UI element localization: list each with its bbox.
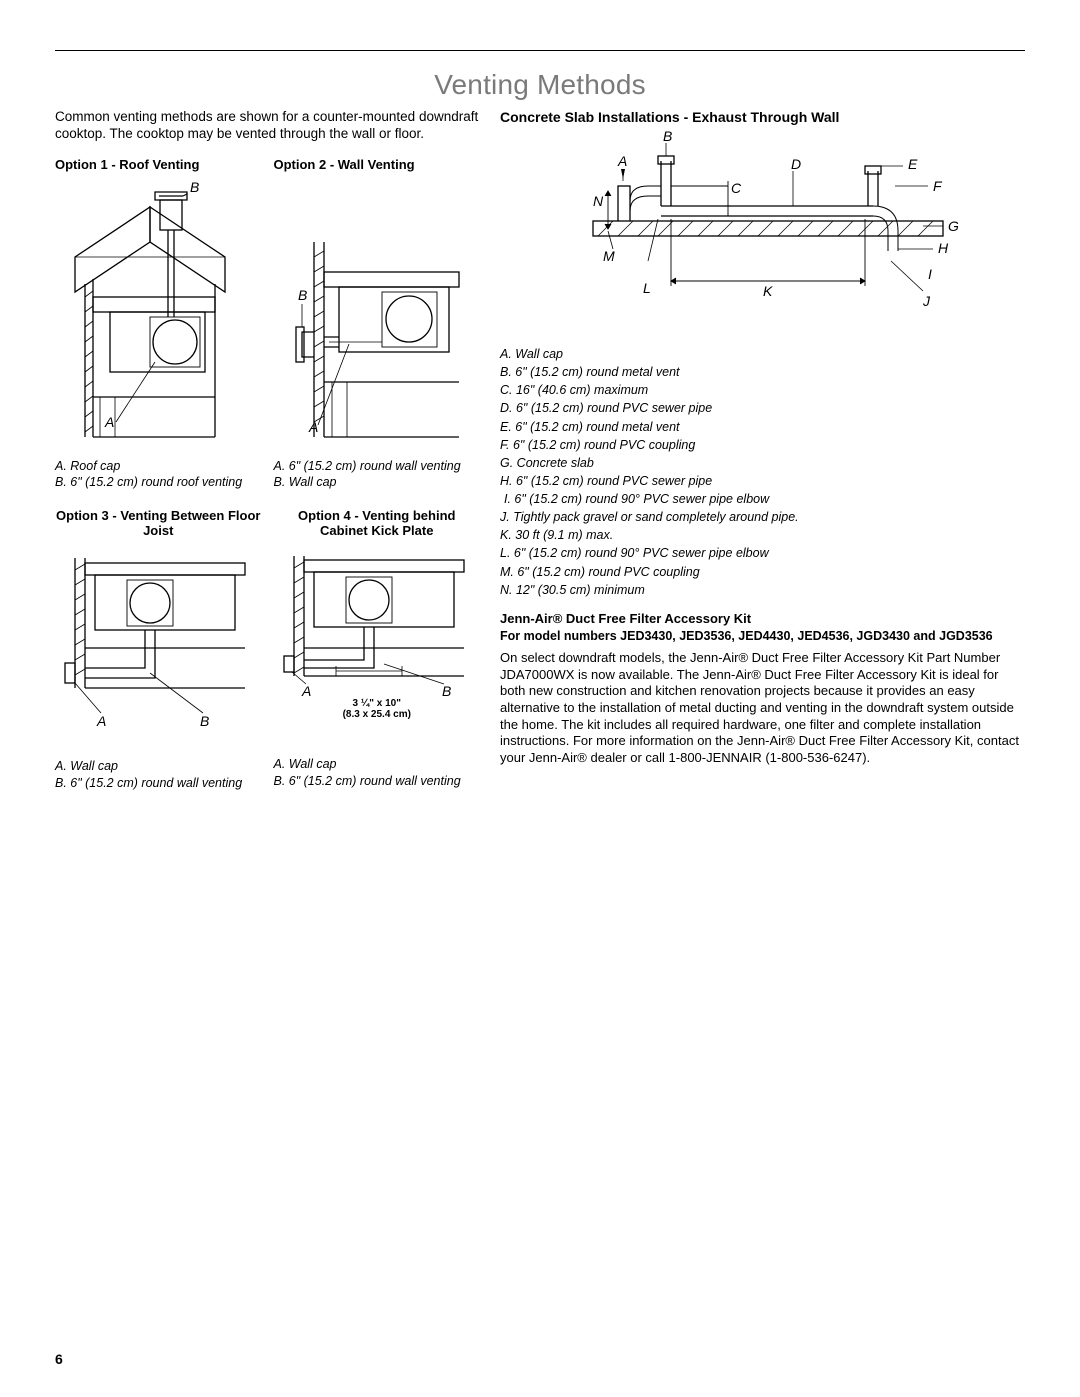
svg-text:K: K xyxy=(763,283,773,299)
concrete-legend-k: K. 30 ft (9.1 m) max. xyxy=(500,526,1025,544)
option3-diagram: A B xyxy=(55,548,255,728)
concrete-legend-b: B. 6" (15.2 cm) round metal vent xyxy=(500,363,1025,381)
svg-text:A: A xyxy=(96,713,106,728)
ductfree-sub: For model numbers JED3430, JED3536, JED4… xyxy=(500,628,1025,644)
option4-legend-b: B. 6" (15.2 cm) round wall venting xyxy=(274,773,481,789)
svg-text:A: A xyxy=(308,419,318,435)
concrete-legend-h: H. 6" (15.2 cm) round PVC sewer pipe xyxy=(500,472,1025,490)
option2-title: Option 2 - Wall Venting xyxy=(274,157,481,172)
option1-legend: A. Roof cap B. 6" (15.2 cm) round roof v… xyxy=(55,458,262,491)
right-column: Concrete Slab Installations - Exhaust Th… xyxy=(500,109,1025,809)
svg-text:C: C xyxy=(731,180,742,196)
svg-text:B: B xyxy=(442,683,451,698)
svg-text:B: B xyxy=(663,131,672,144)
page-number: 6 xyxy=(55,1351,63,1367)
option4-legend-a: A. Wall cap xyxy=(274,756,481,772)
svg-text:E: E xyxy=(908,156,918,172)
option3-cell: Option 3 - Venting Between Floor Joist xyxy=(55,508,262,791)
svg-text:B: B xyxy=(190,182,199,195)
svg-text:B: B xyxy=(200,713,209,728)
concrete-legend-e: E. 6" (15.2 cm) round metal vent xyxy=(500,418,1025,436)
concrete-diagram: A B C D E F G H I J K L M N xyxy=(563,131,963,341)
option1-legend-a: A. Roof cap xyxy=(55,458,262,474)
ductfree-body: On select downdraft models, the Jenn-Air… xyxy=(500,650,1025,766)
svg-text:G: G xyxy=(948,218,959,234)
option1-legend-b: B. 6" (15.2 cm) round roof venting xyxy=(55,474,262,490)
concrete-legend-l: L. 6" (15.2 cm) round 90° PVC sewer pipe… xyxy=(500,544,1025,562)
svg-text:A: A xyxy=(617,153,627,169)
option4-cell: Option 4 - Venting behind Cabinet Kick P… xyxy=(274,508,481,791)
svg-text:H: H xyxy=(938,240,949,256)
concrete-legend-d: D. 6" (15.2 cm) round PVC sewer pipe xyxy=(500,399,1025,417)
concrete-legend-c: C. 16" (40.6 cm) maximum xyxy=(500,381,1025,399)
option3-title: Option 3 - Venting Between Floor Joist xyxy=(55,508,262,538)
option3-legend-a: A. Wall cap xyxy=(55,758,262,774)
option4-dim-label: 3 ¼" x 10" (8.3 x 25.4 cm) xyxy=(274,698,481,720)
concrete-heading: Concrete Slab Installations - Exhaust Th… xyxy=(500,109,1025,125)
option2-diagram: B A xyxy=(274,182,469,452)
svg-text:A: A xyxy=(301,683,311,698)
svg-text:D: D xyxy=(791,156,801,172)
concrete-legend-g: G. Concrete slab xyxy=(500,454,1025,472)
options-row-2: Option 3 - Venting Between Floor Joist xyxy=(55,508,480,791)
svg-text:L: L xyxy=(643,280,651,296)
svg-text:A: A xyxy=(104,414,114,430)
option4-title: Option 4 - Venting behind Cabinet Kick P… xyxy=(274,508,481,538)
ductfree-heading: Jenn-Air® Duct Free Filter Accessory Kit xyxy=(500,611,1025,626)
concrete-legend: A. Wall cap B. 6" (15.2 cm) round metal … xyxy=(500,345,1025,599)
svg-text:I: I xyxy=(928,266,932,282)
svg-text:N: N xyxy=(593,193,604,209)
concrete-legend-j: J. Tightly pack gravel or sand completel… xyxy=(500,508,1025,526)
option2-cell: Option 2 - Wall Venting xyxy=(274,157,481,491)
concrete-legend-n: N. 12" (30.5 cm) minimum xyxy=(500,581,1025,599)
option2-legend: A. 6" (15.2 cm) round wall venting B. Wa… xyxy=(274,458,481,491)
concrete-legend-m: M. 6" (15.2 cm) round PVC coupling xyxy=(500,563,1025,581)
svg-text:M: M xyxy=(603,248,615,264)
two-column-layout: Common venting methods are shown for a c… xyxy=(55,109,1025,809)
option1-cell: Option 1 - Roof Venting xyxy=(55,157,262,491)
option4-diagram: A B xyxy=(274,548,474,698)
concrete-legend-a: A. Wall cap xyxy=(500,345,1025,363)
intro-text: Common venting methods are shown for a c… xyxy=(55,109,480,143)
option4-dim2: (8.3 x 25.4 cm) xyxy=(343,709,411,720)
option2-legend-b: B. Wall cap xyxy=(274,474,481,490)
option1-title: Option 1 - Roof Venting xyxy=(55,157,262,172)
section-title: Venting Methods xyxy=(55,69,1025,101)
option4-legend: A. Wall cap B. 6" (15.2 cm) round wall v… xyxy=(274,756,481,789)
top-rule xyxy=(55,50,1025,51)
concrete-legend-i: I. 6" (15.2 cm) round 90° PVC sewer pipe… xyxy=(500,490,1025,508)
options-row-1: Option 1 - Roof Venting xyxy=(55,157,480,491)
svg-text:F: F xyxy=(933,178,943,194)
concrete-legend-f: F. 6" (15.2 cm) round PVC coupling xyxy=(500,436,1025,454)
option4-dim: 3 ¼" x 10" xyxy=(353,698,401,709)
svg-text:J: J xyxy=(922,293,931,309)
option2-legend-a: A. 6" (15.2 cm) round wall venting xyxy=(274,458,481,474)
left-column: Common venting methods are shown for a c… xyxy=(55,109,480,809)
option1-diagram: B A xyxy=(55,182,230,452)
option3-legend: A. Wall cap B. 6" (15.2 cm) round wall v… xyxy=(55,758,262,791)
option3-legend-b: B. 6" (15.2 cm) round wall venting xyxy=(55,775,262,791)
svg-text:B: B xyxy=(298,287,307,303)
